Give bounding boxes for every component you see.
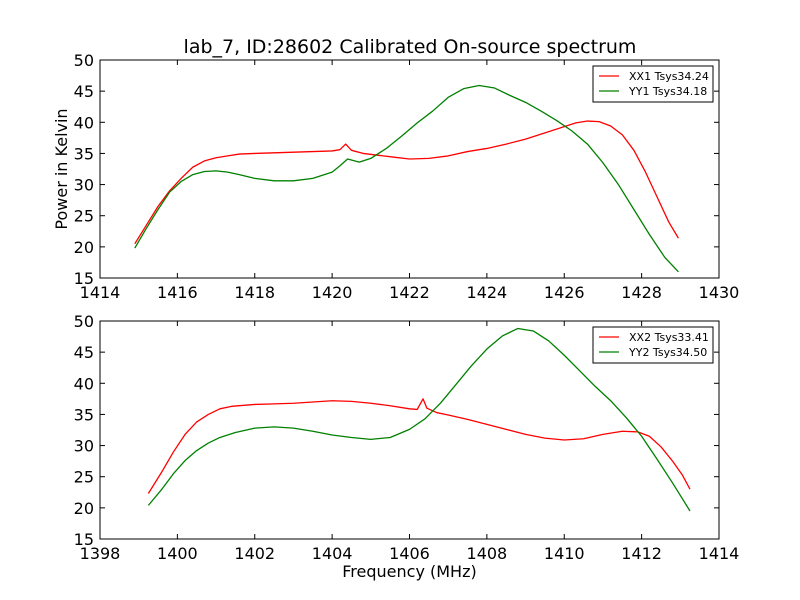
x-tick-label: 1420 xyxy=(312,283,353,302)
x-tick-label: 1430 xyxy=(699,283,740,302)
x-tick-label: 1426 xyxy=(544,283,585,302)
y-tick-label: 20 xyxy=(74,238,94,257)
x-tick-label: 1422 xyxy=(389,283,430,302)
y-tick-label: 30 xyxy=(74,437,94,456)
series-line-xx-panel-1 xyxy=(134,120,679,245)
y-tick-label: 15 xyxy=(74,530,94,549)
y-tick-label: 20 xyxy=(74,499,94,518)
y-tick-label: 25 xyxy=(74,468,94,487)
y-tick-label: 35 xyxy=(74,144,94,163)
y-axis-title: Power in Kelvin xyxy=(52,108,71,229)
legend-label-yy: YY1 Tsys34.18 xyxy=(628,85,707,98)
x-tick-label: 1406 xyxy=(389,544,430,563)
legend-label-yy: YY2 Tsys34.50 xyxy=(628,346,707,359)
y-tick-label: 30 xyxy=(74,176,94,195)
x-axis-title: Frequency (MHz) xyxy=(342,562,476,581)
y-tick-label: 50 xyxy=(74,51,94,70)
legend-box xyxy=(592,326,714,364)
x-tick-label: 1402 xyxy=(234,544,275,563)
legend-label-xx: XX2 Tsys33.41 xyxy=(629,331,709,344)
x-tick-label: 1398 xyxy=(80,544,121,563)
series-line-yy-panel-2 xyxy=(147,327,691,512)
y-tick-label: 40 xyxy=(74,113,94,132)
y-tick-label: 35 xyxy=(74,405,94,424)
legend-panel-2: XX2 Tsys33.41 YY2 Tsys34.50 xyxy=(592,326,714,364)
y-tick-label: 25 xyxy=(74,207,94,226)
x-tick-label: 1416 xyxy=(157,283,198,302)
x-tick-label: 1414 xyxy=(80,283,121,302)
chart-title: lab_7, ID:28602 Calibrated On-source spe… xyxy=(184,36,637,58)
bottom-panel: 1398 1400 1402 1404 1406 1408 1410 1412 1414 15 20… xyxy=(74,312,740,581)
series-line-xx-panel-2 xyxy=(147,398,691,494)
x-tick-label: 1428 xyxy=(621,283,662,302)
y-tick-label: 15 xyxy=(74,269,94,288)
y-tick-label: 50 xyxy=(74,312,94,331)
legend-panel-1: XX1 Tsys34.24 YY1 Tsys34.18 xyxy=(592,65,714,103)
x-tick-label: 1408 xyxy=(467,544,508,563)
x-tick-label: 1400 xyxy=(157,544,198,563)
y-tick-label: 45 xyxy=(74,82,94,101)
top-panel: 1414 1416 1418 1420 1422 1424 1426 1428 1430 15 20… xyxy=(52,51,739,302)
x-tick-label: 1404 xyxy=(312,544,353,563)
x-tick-label: 1414 xyxy=(699,544,740,563)
legend-box xyxy=(592,65,714,103)
y-tick-label: 45 xyxy=(74,343,94,362)
x-tick-label: 1424 xyxy=(467,283,508,302)
x-tick-label: 1410 xyxy=(544,544,585,563)
x-tick-label: 1412 xyxy=(621,544,662,563)
x-tick-label: 1418 xyxy=(234,283,275,302)
y-tick-label: 40 xyxy=(74,374,94,393)
series-line-yy-panel-1 xyxy=(134,84,679,273)
legend-label-xx: XX1 Tsys34.24 xyxy=(629,70,709,83)
